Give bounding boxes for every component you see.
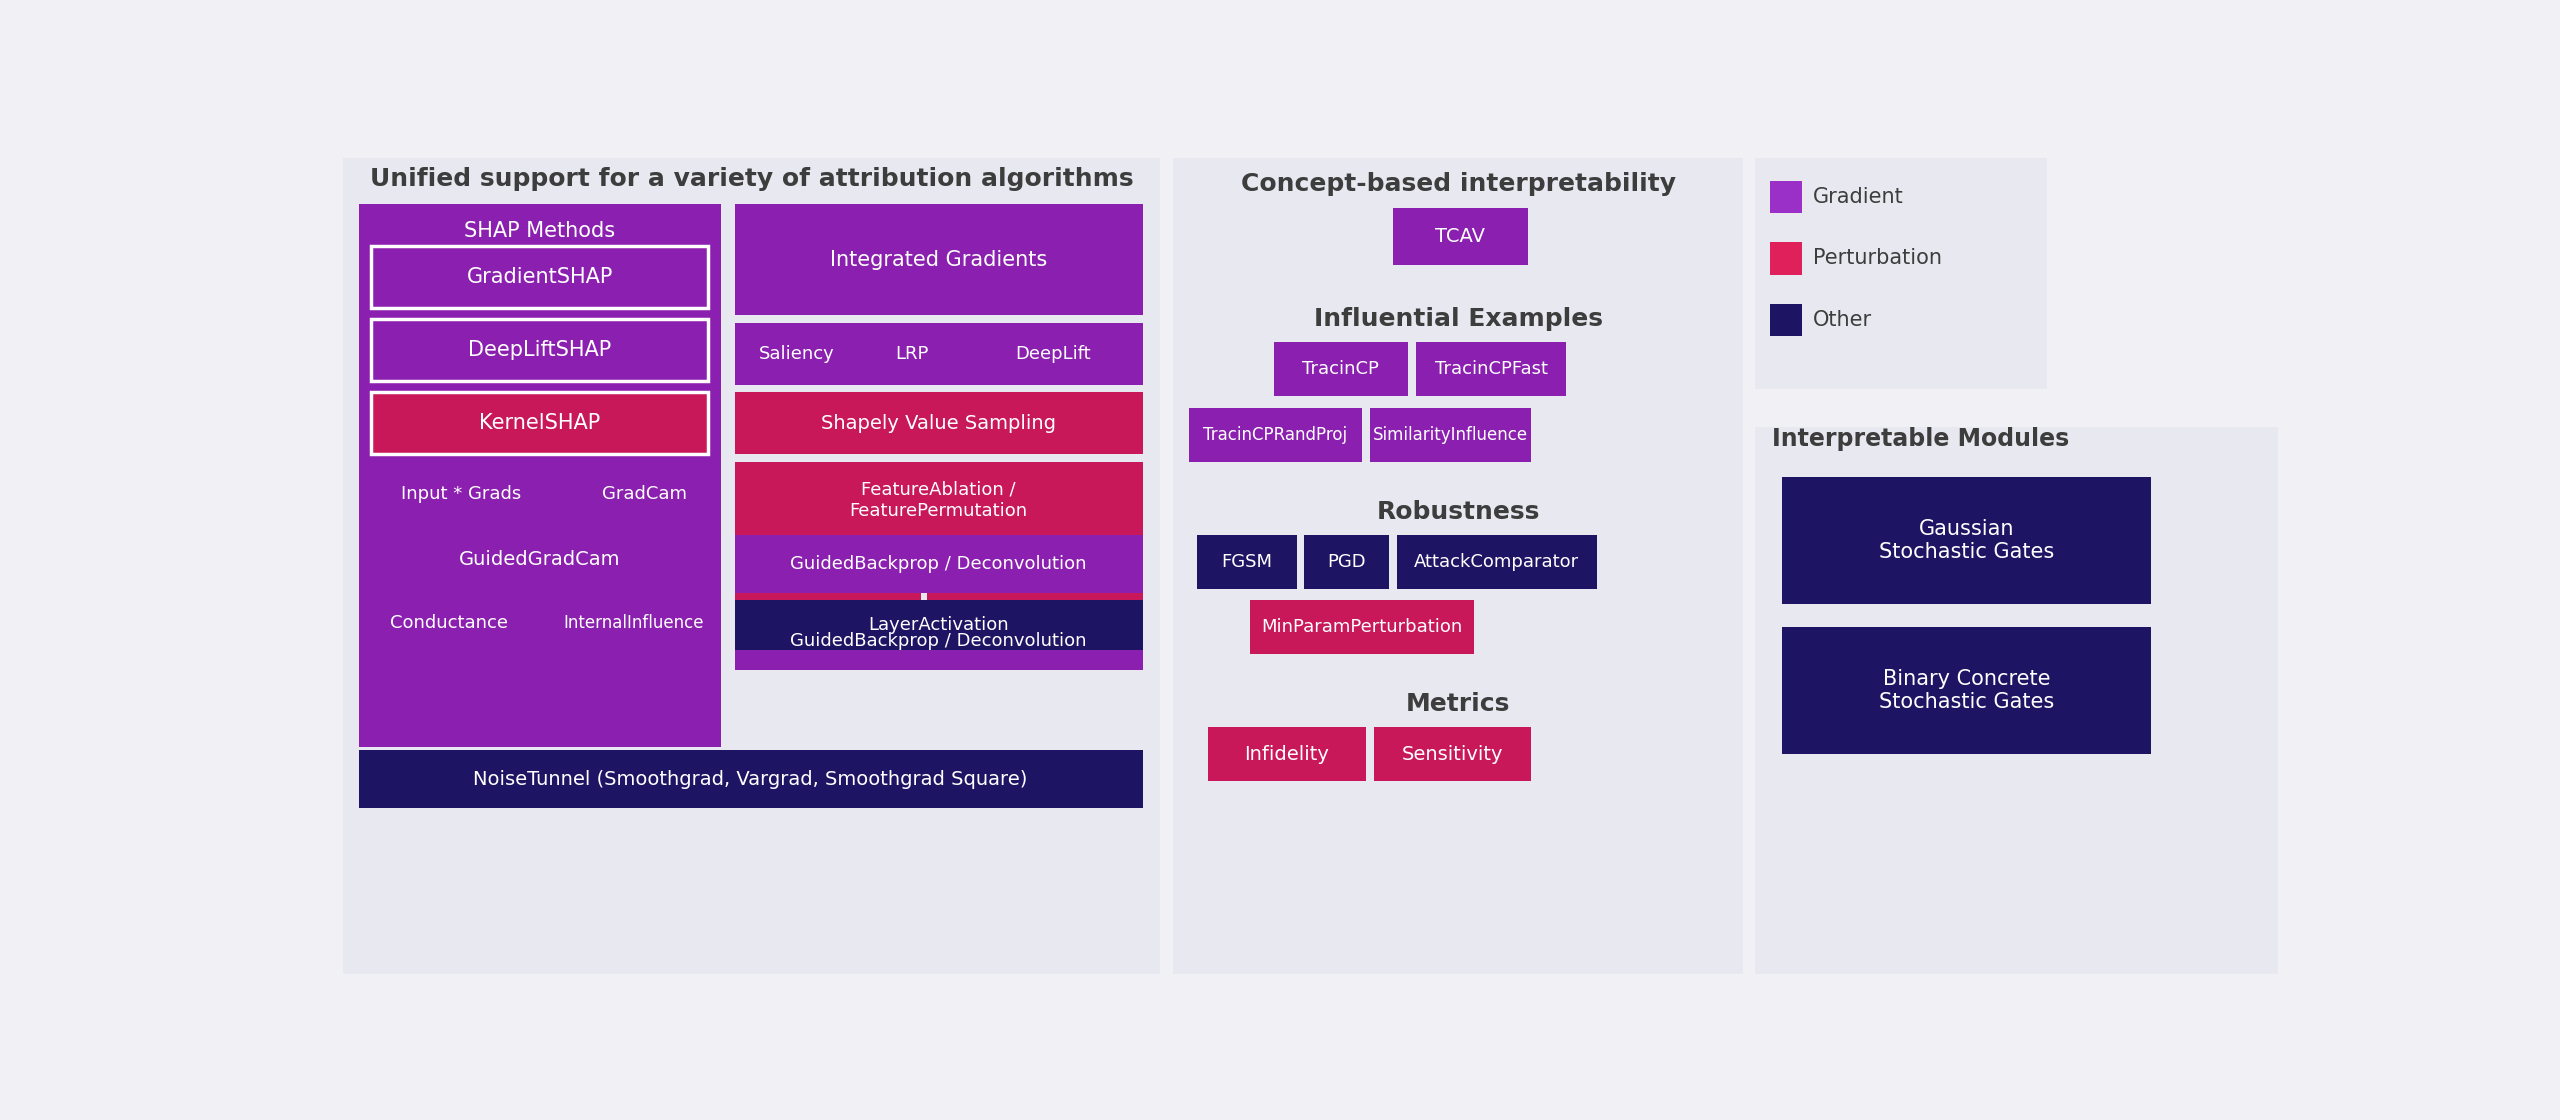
Bar bbox=[358, 531, 722, 589]
Text: MinParamPerturbation: MinParamPerturbation bbox=[1262, 618, 1462, 636]
Text: TCAV: TCAV bbox=[1436, 227, 1485, 246]
Bar bbox=[568, 466, 722, 523]
Text: FeatureAblation /
FeaturePermutation: FeatureAblation / FeaturePermutation bbox=[850, 480, 1027, 520]
Text: Metrics: Metrics bbox=[1405, 692, 1510, 716]
Text: InternalInfluence: InternalInfluence bbox=[563, 615, 704, 633]
Bar bbox=[371, 392, 709, 454]
Bar bbox=[1249, 600, 1475, 654]
Bar bbox=[1754, 158, 2048, 389]
Text: NoiseTunnel (Smoothgrad, Vargrad, Smoothgrad Square): NoiseTunnel (Smoothgrad, Vargrad, Smooth… bbox=[474, 769, 1029, 788]
Text: Robustness: Robustness bbox=[1377, 500, 1541, 524]
Text: TracinCPFast: TracinCPFast bbox=[1434, 361, 1549, 379]
Text: GuidedGradCam: GuidedGradCam bbox=[458, 550, 620, 569]
Text: Input * Grads: Input * Grads bbox=[399, 485, 520, 503]
Bar bbox=[735, 600, 1142, 651]
Text: FGSM: FGSM bbox=[1221, 553, 1272, 571]
Text: LRP: LRP bbox=[896, 345, 929, 363]
Text: Gradient: Gradient bbox=[1812, 187, 1902, 207]
Bar bbox=[1398, 535, 1597, 589]
Bar bbox=[1769, 304, 1802, 336]
Bar bbox=[1393, 207, 1528, 265]
Bar bbox=[371, 319, 709, 381]
Text: LayerActivation: LayerActivation bbox=[868, 616, 1009, 634]
Bar bbox=[735, 534, 1142, 592]
Bar bbox=[1375, 727, 1531, 782]
Bar bbox=[1782, 477, 2150, 604]
Bar bbox=[1272, 343, 1408, 396]
Bar bbox=[735, 323, 1142, 384]
Bar bbox=[1416, 343, 1567, 396]
Bar bbox=[735, 612, 1142, 670]
Bar bbox=[545, 596, 722, 651]
Text: GuidedBackprop / Deconvolution: GuidedBackprop / Deconvolution bbox=[791, 554, 1088, 572]
Bar bbox=[1172, 158, 1743, 973]
Bar bbox=[358, 596, 540, 651]
Text: GradCam: GradCam bbox=[602, 485, 686, 503]
Bar bbox=[1769, 180, 1802, 213]
Bar bbox=[735, 392, 1142, 454]
Text: Shapely Value Sampling: Shapely Value Sampling bbox=[822, 413, 1057, 432]
Bar bbox=[735, 461, 1142, 539]
Bar bbox=[1782, 627, 2150, 754]
Text: KernelSHAP: KernelSHAP bbox=[479, 413, 599, 433]
Bar bbox=[1188, 408, 1362, 461]
Text: Integrated Gradients: Integrated Gradients bbox=[829, 250, 1047, 270]
Bar bbox=[1754, 427, 2278, 973]
Text: Sensitivity: Sensitivity bbox=[1403, 745, 1503, 764]
Text: LIME: LIME bbox=[1014, 567, 1055, 585]
Text: PGD: PGD bbox=[1326, 553, 1367, 571]
Text: DeepLiftSHAP: DeepLiftSHAP bbox=[468, 340, 612, 360]
Text: Concept-based interpretability: Concept-based interpretability bbox=[1242, 172, 1677, 196]
Bar bbox=[735, 204, 1142, 316]
Text: Infidelity: Infidelity bbox=[1244, 745, 1329, 764]
Text: TracinCP: TracinCP bbox=[1303, 361, 1380, 379]
Bar bbox=[1370, 408, 1531, 461]
Bar bbox=[735, 547, 922, 604]
Bar bbox=[735, 204, 1142, 316]
Text: Saliency: Saliency bbox=[758, 345, 835, 363]
Bar bbox=[965, 323, 1142, 384]
Bar bbox=[1208, 727, 1367, 782]
Text: Influential Examples: Influential Examples bbox=[1313, 307, 1603, 332]
Text: SimilarityInfluence: SimilarityInfluence bbox=[1372, 426, 1528, 444]
Text: Unified support for a variety of attribution algorithms: Unified support for a variety of attribu… bbox=[369, 167, 1134, 192]
Text: SHAP Methods: SHAP Methods bbox=[463, 221, 614, 241]
Bar bbox=[865, 323, 957, 384]
Bar bbox=[358, 750, 1142, 809]
Bar bbox=[371, 246, 709, 308]
Bar bbox=[1769, 242, 1802, 274]
Text: DeepLift: DeepLift bbox=[1016, 345, 1091, 363]
Bar bbox=[358, 466, 563, 523]
Text: Perturbation: Perturbation bbox=[1812, 249, 1940, 269]
Text: Other: Other bbox=[1812, 310, 1871, 330]
Bar bbox=[927, 547, 1142, 604]
Text: Conductance: Conductance bbox=[389, 615, 509, 633]
Text: GuidedBackprop / Deconvolution: GuidedBackprop / Deconvolution bbox=[791, 632, 1088, 650]
Text: GradientSHAP: GradientSHAP bbox=[466, 267, 612, 287]
Bar bbox=[1196, 535, 1295, 589]
Text: Interpretable Modules: Interpretable Modules bbox=[1772, 427, 2068, 450]
Bar bbox=[343, 158, 1160, 973]
Bar bbox=[1303, 535, 1390, 589]
Bar bbox=[735, 323, 860, 384]
Bar bbox=[358, 204, 722, 747]
Text: Occlusion: Occlusion bbox=[783, 567, 870, 585]
Text: TracinCPRandProj: TracinCPRandProj bbox=[1203, 426, 1347, 444]
Text: AttackComparator: AttackComparator bbox=[1413, 553, 1580, 571]
Text: Gaussian
Stochastic Gates: Gaussian Stochastic Gates bbox=[1879, 519, 2053, 562]
Text: Binary Concrete
Stochastic Gates: Binary Concrete Stochastic Gates bbox=[1879, 669, 2053, 712]
